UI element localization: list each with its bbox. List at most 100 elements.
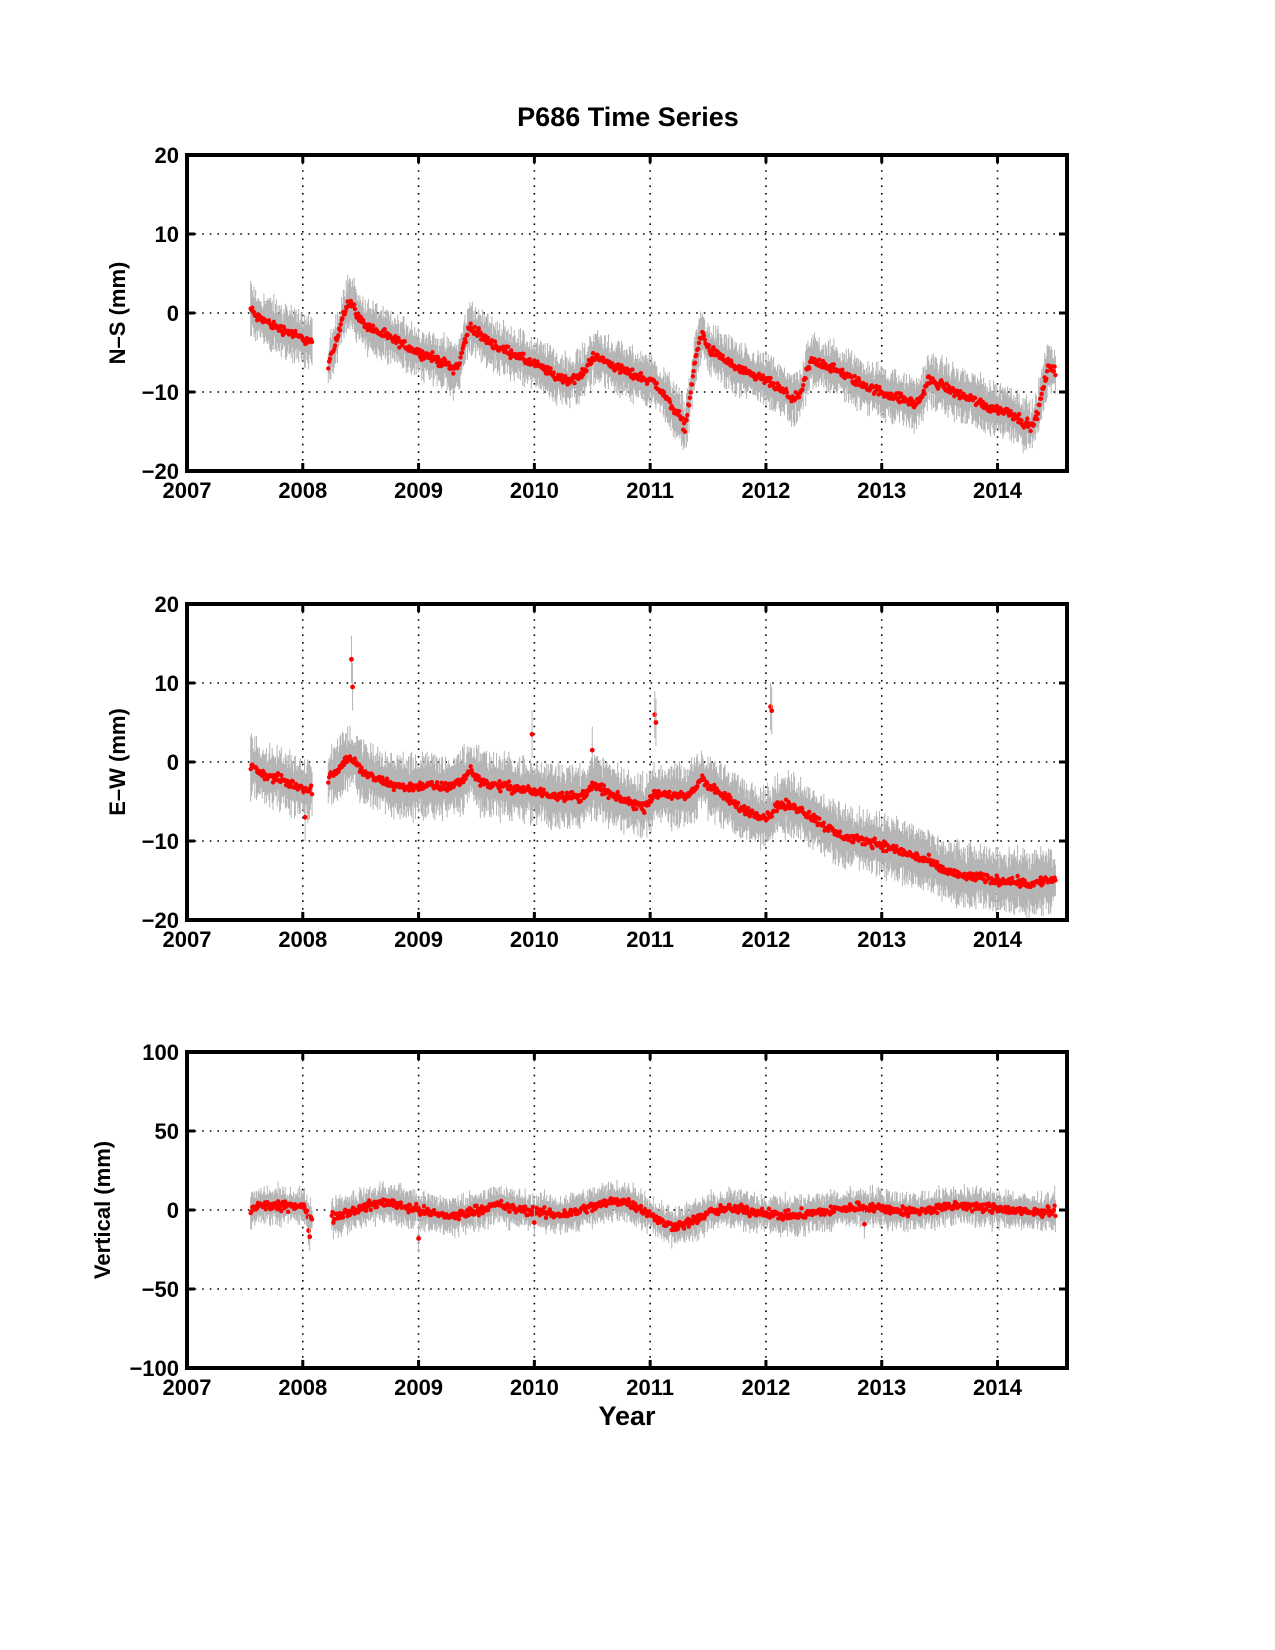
- data-point: [509, 348, 514, 353]
- data-point: [340, 315, 345, 321]
- data-point: [852, 373, 857, 379]
- x-tick-label: 2009: [394, 478, 443, 503]
- data-point: [278, 323, 283, 329]
- data-point: [1008, 408, 1013, 414]
- data-point: [535, 359, 540, 364]
- data-point: [695, 346, 701, 351]
- data-point: [712, 782, 717, 788]
- data-point: [754, 811, 759, 816]
- outlier-point: [350, 684, 355, 690]
- data-point: [606, 795, 611, 801]
- x-tick-label: 2011: [626, 927, 674, 952]
- data-point: [434, 780, 440, 785]
- data-point: [356, 311, 361, 316]
- data-point: [578, 798, 583, 804]
- data-point: [343, 308, 348, 314]
- data-point: [946, 384, 952, 389]
- data-point: [1016, 411, 1022, 417]
- data-point: [465, 332, 470, 338]
- data-point: [293, 328, 298, 334]
- data-point: [685, 412, 690, 418]
- data-points: [248, 298, 1058, 434]
- data-point: [280, 332, 286, 338]
- data-point: [1037, 402, 1042, 408]
- y-tick-label: 10: [155, 222, 179, 247]
- data-point: [352, 306, 358, 312]
- data-point: [935, 860, 940, 865]
- data-point: [1035, 411, 1041, 416]
- data-point: [468, 764, 473, 769]
- data-point: [870, 845, 875, 851]
- data-point: [983, 879, 989, 884]
- data-point: [817, 357, 822, 362]
- data-point: [756, 371, 762, 377]
- data-point: [817, 816, 822, 821]
- data-point: [458, 355, 463, 360]
- data-point: [541, 787, 546, 792]
- data-point: [751, 371, 756, 376]
- data-point: [338, 322, 344, 327]
- data-point: [792, 802, 797, 808]
- data-point: [251, 309, 257, 315]
- y-tick-label: 0: [167, 750, 179, 775]
- data-point: [994, 403, 999, 409]
- data-point: [391, 787, 397, 793]
- data-point: [857, 378, 862, 384]
- data-point: [687, 395, 693, 400]
- data-point: [1022, 878, 1027, 883]
- y-tick-label: 10: [155, 671, 179, 696]
- data-point: [457, 361, 463, 366]
- y-tick-label: −10: [142, 380, 179, 405]
- error-bars: [250, 725, 1056, 920]
- data-point: [692, 360, 698, 365]
- data-point: [352, 302, 357, 307]
- data-point: [644, 381, 650, 387]
- data-point: [800, 387, 805, 392]
- panel-ns: 2007 2008 2009 2010 2011 2012 2013 2014 −20 −10 0 1…: [105, 143, 1069, 503]
- data-point: [894, 844, 899, 849]
- data-point: [828, 369, 833, 374]
- data-point: [729, 358, 734, 363]
- data-point: [397, 345, 402, 350]
- panel-ew: 2007 2008 2009 2010 2011 2012 2013 2014 −20 −10 0 1…: [105, 592, 1069, 952]
- data-point: [1019, 418, 1024, 423]
- data-point: [396, 335, 401, 341]
- data-point: [505, 344, 511, 350]
- data-point: [1015, 873, 1020, 879]
- x-tick-label: 2009: [394, 927, 443, 952]
- data-point: [443, 780, 448, 786]
- x-tick-label: 2014: [973, 478, 1023, 503]
- data-point: [358, 314, 363, 320]
- x-tick-label: 2012: [741, 478, 790, 503]
- data-point: [1039, 391, 1044, 397]
- data-point: [686, 403, 692, 408]
- data-point: [402, 339, 407, 344]
- data-point: [800, 806, 805, 811]
- data-point: [569, 790, 575, 795]
- data-point: [1044, 369, 1050, 374]
- x-tick-label: 2010: [510, 927, 559, 952]
- data-point: [326, 366, 331, 371]
- data-point: [888, 391, 894, 396]
- data-point: [769, 814, 774, 819]
- data-point: [688, 390, 693, 395]
- panel-vertical: 2007 2008 2009 2010 2011 2012 2013 2014−100−500…: [90, 1040, 1069, 1400]
- data-point: [492, 339, 498, 344]
- data-point: [1031, 422, 1037, 427]
- data-point: [807, 366, 812, 371]
- data-point: [691, 368, 696, 374]
- data-point: [813, 819, 818, 824]
- outlier-point: [769, 708, 775, 714]
- outlier-point: [652, 712, 658, 717]
- outlier-point: [653, 720, 659, 725]
- y-tick-label: 20: [155, 592, 179, 617]
- data-point: [1041, 384, 1047, 390]
- data-point: [326, 780, 331, 785]
- data-point: [472, 324, 478, 330]
- data-point: [551, 370, 556, 375]
- data-point: [476, 774, 481, 779]
- data-point: [745, 805, 751, 811]
- data-point: [701, 333, 707, 338]
- data-point: [702, 337, 707, 342]
- data-point: [630, 367, 635, 372]
